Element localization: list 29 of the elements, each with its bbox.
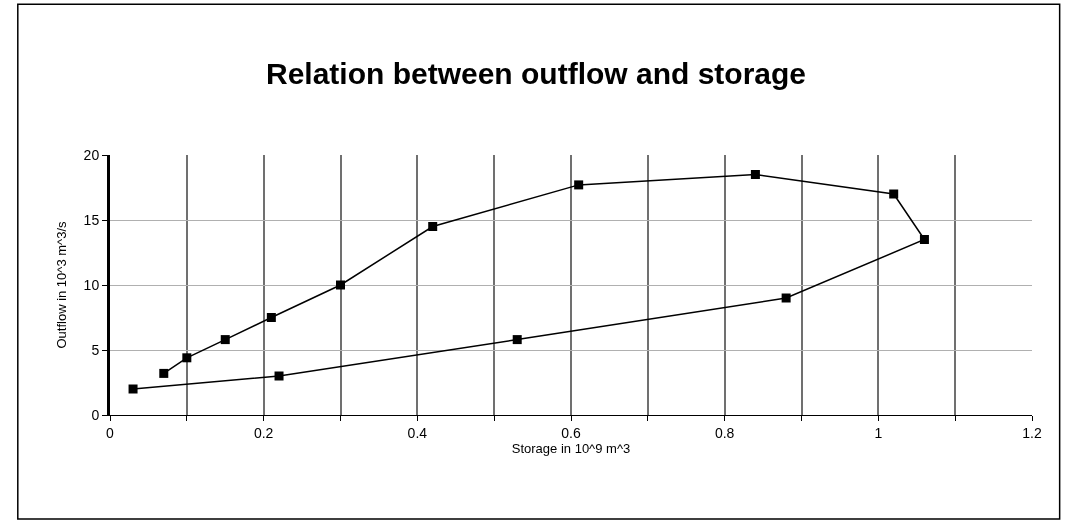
point — [274, 371, 284, 381]
point — [159, 368, 169, 378]
point — [889, 189, 899, 199]
y-tick-label: 10 — [83, 276, 100, 293]
point — [182, 353, 192, 363]
point — [750, 170, 760, 179]
y-tick-label: 20 — [83, 146, 100, 163]
y-axis-title: Outflow in 10^3 m^3/s — [53, 220, 69, 349]
x-tick-label: 0.4 — [407, 424, 428, 441]
x-tick-label: 0.8 — [714, 424, 735, 441]
chart-title: Relation between outflow and storage — [265, 57, 807, 90]
point — [336, 280, 345, 290]
point — [266, 313, 276, 322]
x-tick-label: 0 — [106, 424, 115, 441]
x-tick-label: 1.2 — [1022, 424, 1042, 441]
x-tick-label: 1 — [874, 424, 883, 441]
y-tick-label: 0 — [91, 406, 100, 423]
y-tick-label: 5 — [91, 341, 100, 358]
point — [919, 235, 929, 244]
x-tick-label: 0.2 — [253, 424, 274, 441]
point — [574, 180, 584, 190]
y-tick-label: 15 — [83, 211, 100, 228]
point — [781, 293, 791, 303]
point — [512, 335, 522, 345]
point — [428, 222, 438, 231]
x-tick-label: 0.6 — [561, 424, 581, 441]
point — [128, 384, 138, 394]
x-axis-title: Storage in 10^9 m^3 — [511, 440, 631, 456]
point — [220, 335, 230, 345]
